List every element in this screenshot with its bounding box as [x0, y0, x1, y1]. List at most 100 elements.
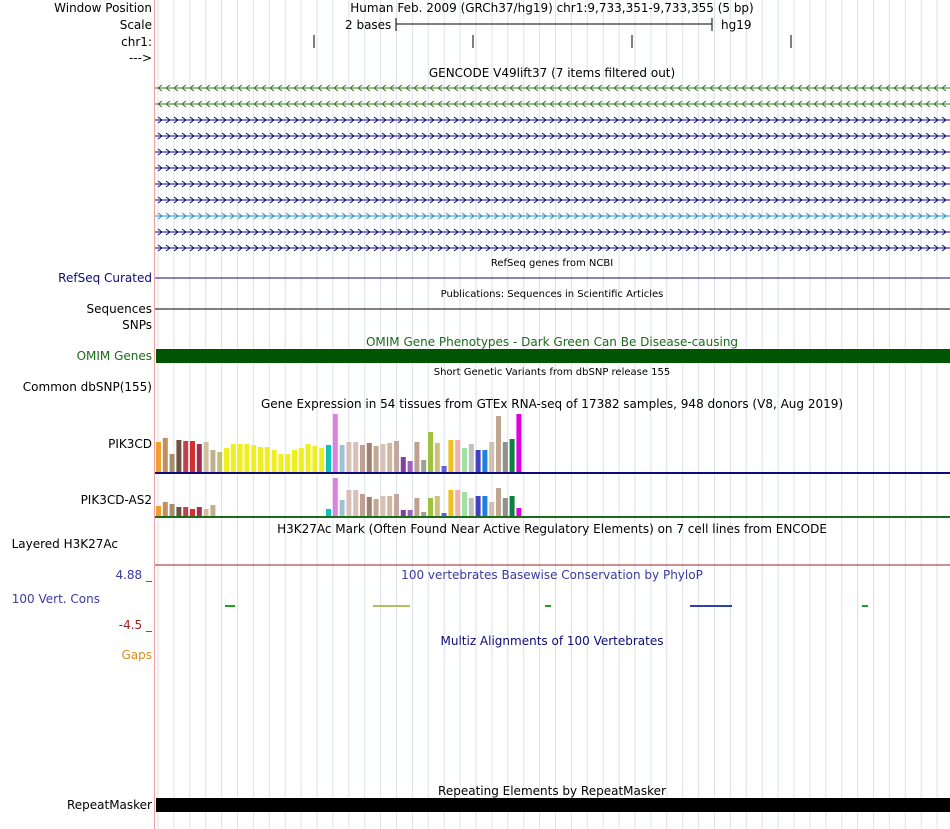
gtex-pik3cd-as2-bar [360, 494, 365, 516]
repeatmasker-title: Repeating Elements by RepeatMasker [438, 784, 666, 798]
track-labels: Window Position Scale chr1: ---> RefSeq … [0, 0, 155, 829]
transcript-strand-arrows [157, 196, 947, 204]
h3k27ac-title: H3K27Ac Mark (Often Found Near Active Re… [277, 522, 827, 536]
gtex-pik3cd-bar [428, 432, 433, 472]
transcript-strand-arrows [157, 132, 947, 140]
gtex-pik3cd-bar [373, 446, 379, 472]
transcript-strand-arrows [157, 180, 947, 188]
gtex-pik3cd-as2-bar [169, 504, 175, 516]
dbsnp-title: Short Genetic Variants from dbSNP releas… [433, 367, 671, 378]
gtex-pik3cd-as2-bar [394, 494, 399, 516]
gtex-pik3cd-bar [183, 441, 189, 472]
transcript-strand-arrows [157, 164, 947, 172]
gtex-pik3cd-as2-bar [407, 510, 413, 516]
gtex-pik3cd-bar [407, 461, 413, 472]
phylop-title: 100 vertebrates Basewise Conservation by… [401, 568, 703, 582]
gtex-pik3cd-as2-bar [183, 507, 189, 516]
track-area[interactable]: Human Feb. 2009 (GRCh37/hg19) chr1:9,733… [155, 0, 950, 829]
gtex-pik3cd-as2-bar [475, 496, 481, 516]
transcript-strand-arrows [157, 148, 947, 156]
gtex-pik3cd-bar [224, 448, 229, 472]
gtex-pik3cd-as2-bar [156, 506, 161, 516]
common-dbsnp-label[interactable]: Common dbSNP(155) [22, 380, 152, 394]
gtex-pik3cd-bar [319, 448, 325, 472]
gtex-pik3cd-bar [496, 416, 501, 472]
gtex-pik3cd-bar [448, 440, 454, 472]
h3k27ac-label[interactable]: Layered H3K27Ac [11, 537, 118, 551]
gtex-pik3cd-as2-bar [196, 507, 202, 516]
gtex-pik3cd-bar [516, 414, 522, 472]
gtex-pik3cd-bar [387, 443, 393, 472]
gtex-pik3cd-as2-bar [421, 512, 427, 516]
gtex-pik3cd-bar [203, 442, 209, 472]
transcript-strand-arrows [157, 244, 947, 252]
gtex-pik3cd-as2-label[interactable]: PIK3CD-AS2 [80, 493, 152, 507]
gtex-pik3cd-bar [489, 442, 495, 472]
transcript-strand-arrows [157, 84, 947, 92]
refseq-title: RefSeq genes from NCBI [490, 258, 614, 269]
gtex-pik3cd-bar [230, 444, 236, 472]
gtex-pik3cd-as2-bar [428, 498, 433, 516]
gtex-pik3cd-bar [258, 447, 263, 472]
gtex-pik3cd-bar [217, 452, 223, 472]
gtex-pik3cd-as2-bar [441, 513, 447, 516]
chrom-label: chr1: [121, 35, 152, 49]
gtex-pik3cd-as2-bar [489, 502, 495, 516]
gtex-pik3cd-bar [237, 444, 243, 472]
gtex-pik3cd-bar [441, 466, 447, 472]
transcript-strand-arrows [157, 228, 947, 236]
gencode-title: GENCODE V49lift37 (7 items filtered out) [428, 66, 676, 80]
gtex-pik3cd-as2-bar [462, 492, 467, 516]
gtex-pik3cd-bar [462, 448, 467, 472]
gtex-pik3cd-bar [434, 443, 440, 472]
gtex-pik3cd-bar [353, 442, 359, 472]
label-separator [154, 0, 155, 829]
cons-min-label: -4.5 _ [118, 618, 152, 632]
gtex-pik3cd-bar [278, 454, 284, 472]
gtex-pik3cd-as2-bar [502, 498, 508, 516]
gtex-pik3cd-as2-bar [346, 490, 352, 516]
gtex-pik3cd-bar [482, 450, 488, 472]
cons-label[interactable]: 100 Vert. Cons [11, 592, 100, 606]
gtex-pik3cd-as2-bar [339, 500, 345, 516]
gtex-pik3cd-as2-bar [373, 499, 379, 516]
repeatmasker-label[interactable]: RepeatMasker [66, 798, 152, 812]
gtex-pik3cd-bar [400, 457, 406, 472]
gtex-pik3cd-bar [162, 438, 168, 472]
refseq-curated-label[interactable]: RefSeq Curated [58, 271, 152, 285]
gtex-pik3cd-as2-bar [366, 497, 372, 516]
gtex-pik3cd-bar [468, 444, 474, 472]
gtex-pik3cd-bar [285, 454, 291, 472]
scale-db: hg19 [721, 18, 752, 32]
gtex-pik3cd-as2-bar [509, 496, 515, 516]
transcript-strand-arrows [157, 116, 947, 124]
gtex-pik3cd-as2-bar [434, 496, 440, 516]
gtex-pik3cd-bar [305, 444, 311, 472]
gtex-pik3cd-as2-bar [516, 508, 522, 516]
sequences-label[interactable]: Sequences [86, 302, 152, 316]
gtex-pik3cd-bar [298, 448, 304, 472]
repeatmasker-bar [156, 798, 950, 812]
strand-label: ---> [128, 51, 152, 65]
gtex-pik3cd-as2-bar [326, 509, 331, 516]
gtex-pik3cd-bar [509, 439, 515, 472]
gtex-pik3cd-as2-bar [400, 510, 406, 516]
gtex-pik3cd-as2-bar [203, 509, 209, 516]
gtex-pik3cd-bar [475, 450, 481, 472]
gtex-pik3cd-bar [176, 440, 182, 472]
gaps-label: Gaps [121, 648, 152, 662]
gtex-pik3cd-as2-bar [210, 505, 216, 516]
gtex-pik3cd-bar [210, 450, 216, 472]
gtex-pik3cd-bar [502, 442, 508, 472]
gtex-pik3cd-bar [326, 445, 331, 472]
gtex-pik3cd-bar [196, 444, 202, 472]
gtex-pik3cd-bar [244, 444, 250, 472]
snps-label[interactable]: SNPs [122, 318, 152, 332]
omim-title: OMIM Gene Phenotypes - Dark Green Can Be… [365, 335, 739, 349]
omim-genes-label[interactable]: OMIM Genes [76, 349, 152, 363]
gtex-pik3cd-bar [414, 442, 420, 472]
gtex-pik3cd-bar [394, 441, 399, 472]
gtex-pik3cd-label[interactable]: PIK3CD [108, 437, 152, 451]
gtex-pik3cd-bar [156, 442, 161, 472]
